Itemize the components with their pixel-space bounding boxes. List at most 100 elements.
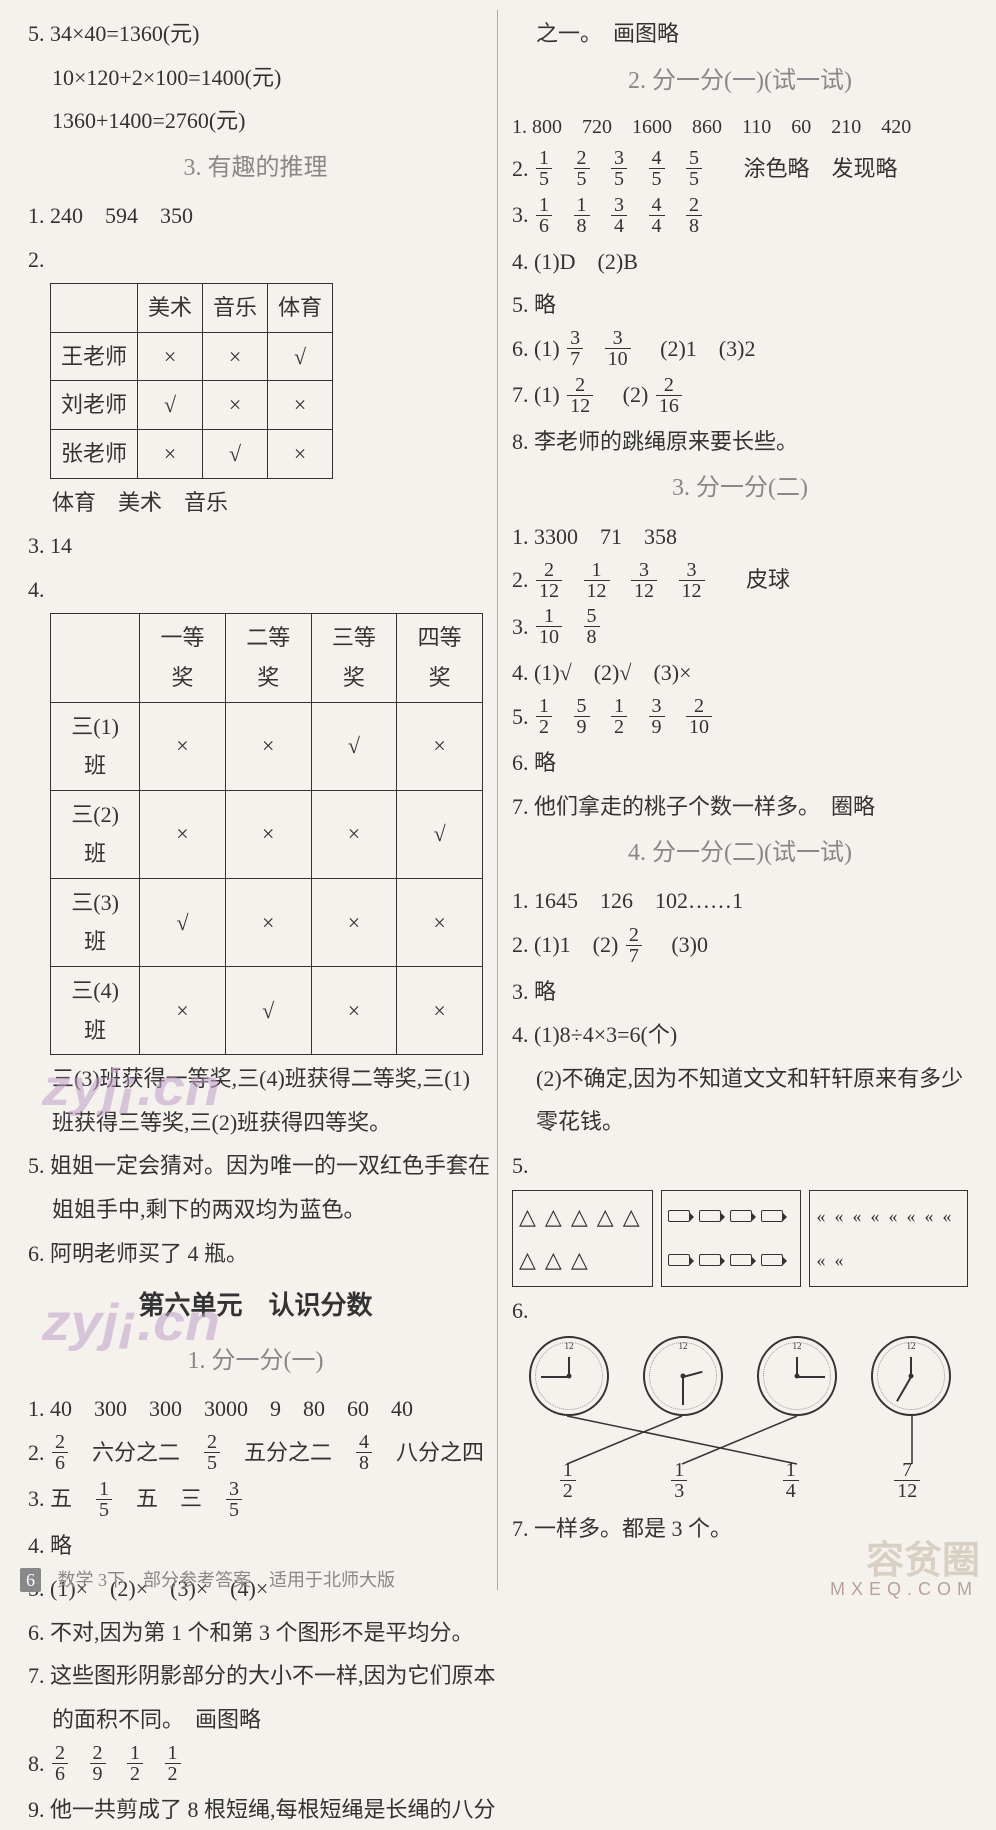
text: 5. 34×40=1360(元) — [28, 14, 483, 54]
text: 5. 12 59 12 39 210 — [512, 697, 968, 739]
text: 之一。 画图略 — [512, 14, 968, 54]
text: 4. (1)√ (2)√ (3)× — [512, 653, 968, 693]
fraction: 12 — [536, 696, 552, 737]
fraction: 12 — [611, 696, 627, 737]
fraction: 28 — [686, 195, 702, 236]
text: 2. (1)1 (2) 27 (3)0 — [512, 925, 968, 967]
clock-icon: 12 — [871, 1336, 951, 1416]
table-row: 一等奖二等奖三等奖四等奖 — [51, 614, 483, 702]
text: 2. — [28, 240, 483, 280]
fraction: 25 — [204, 1432, 220, 1473]
subtitle: 4. 分一分(二)(试一试) — [512, 832, 968, 875]
left-column: 5. 34×40=1360(元) 10×120+2×100=1400(元) 13… — [20, 10, 498, 1590]
fraction: 27 — [626, 925, 642, 966]
clocks-section: 12 12 12 12 12 13 14 712 — [512, 1336, 968, 1503]
text: 4. 略 — [28, 1526, 483, 1566]
fraction: 310 — [605, 328, 631, 369]
table-2: 一等奖二等奖三等奖四等奖 三(1)班××√× 三(2)班×××√ 三(3)班√×… — [50, 613, 483, 1055]
fraction: 25 — [574, 148, 590, 189]
text: (2)不确定,因为不知道文文和轩轩原来有多少 — [512, 1059, 968, 1099]
fraction: 216 — [656, 375, 682, 416]
url-watermark: MXEQ.COM — [830, 1579, 978, 1600]
subtitle: 3. 分一分(二) — [512, 467, 968, 510]
fraction: 110 — [536, 606, 562, 647]
text: 8. 26 29 12 12 — [28, 1744, 483, 1786]
text: 5. 略 — [512, 285, 968, 325]
fraction: 12 — [560, 1460, 576, 1501]
text: 3. 110 58 — [512, 607, 968, 649]
table-row: 三(2)班×××√ — [51, 790, 483, 878]
chev-box: ««««« ««««« — [809, 1190, 968, 1287]
fraction: 12 — [127, 1743, 143, 1784]
text: 1. 1645 126 102……1 — [512, 881, 968, 921]
fraction: 45 — [649, 148, 665, 189]
text: 的面积不同。 画图略 — [28, 1700, 483, 1740]
brand-watermark: 容贫圈 — [866, 1529, 980, 1584]
table-row: 张老师×√× — [51, 429, 333, 478]
fraction: 16 — [536, 195, 552, 236]
text: 零花钱。 — [512, 1102, 968, 1142]
fraction: 14 — [783, 1460, 799, 1501]
text: 6. (1) 37 310 (2)1 (3)2 — [512, 329, 968, 371]
text: 1. 800 720 1600 860 110 60 210 420 — [512, 109, 968, 145]
text: 7. (1) 212 (2) 216 — [512, 375, 968, 417]
subtitle: 3. 有趣的推理 — [28, 147, 483, 190]
fraction: 35 — [226, 1479, 242, 1520]
fraction: 212 — [567, 375, 593, 416]
shapes-diagram: △△△△ △△△△ ««««« ««««« — [512, 1190, 968, 1287]
triangle-box: △△△△ △△△△ — [512, 1190, 653, 1287]
text: 3. 14 — [28, 526, 483, 566]
fraction: 13 — [671, 1460, 687, 1501]
table-row: 三(3)班√××× — [51, 878, 483, 966]
table-row: 美术音乐体育 — [51, 284, 333, 333]
clock-icon: 12 — [757, 1336, 837, 1416]
fraction: 18 — [574, 195, 590, 236]
text: 2. 212 112 312 312 皮球 — [512, 560, 968, 602]
fraction: 112 — [584, 560, 610, 601]
text: 5. — [512, 1146, 968, 1186]
fraction: 59 — [574, 696, 590, 737]
subtitle: 2. 分一分(一)(试一试) — [512, 60, 968, 103]
fraction: 26 — [52, 1432, 68, 1473]
fraction: 55 — [686, 148, 702, 189]
fraction: 26 — [52, 1743, 68, 1784]
footer: 6 数学 3下 部分参考答案 适用于北师大版 — [20, 1566, 395, 1592]
fraction: 39 — [649, 696, 665, 737]
clock-icon: 12 — [529, 1336, 609, 1416]
text: 3. 略 — [512, 972, 968, 1012]
fraction: 212 — [536, 560, 562, 601]
text: 9. 他一共剪成了 8 根短绳,每根短绳是长绳的八分 — [28, 1790, 483, 1830]
watermark: zyj¡.cn — [42, 1058, 220, 1118]
text: 4. (1)D (2)B — [512, 242, 968, 282]
table-1: 美术音乐体育 王老师××√ 刘老师√×× 张老师×√× — [50, 283, 333, 478]
clock-icon: 12 — [643, 1336, 723, 1416]
text: 1. 3300 71 358 — [512, 517, 968, 557]
fraction: 58 — [584, 606, 600, 647]
text: 6. — [512, 1291, 968, 1331]
text: 1. 40 300 300 3000 9 80 60 40 — [28, 1389, 483, 1429]
text: 3. 五 15 五 三 35 — [28, 1479, 483, 1521]
table-row: 王老师××√ — [51, 332, 333, 381]
watermark: zyj¡.cn — [42, 1293, 220, 1353]
fraction: 312 — [631, 560, 657, 601]
fraction: 35 — [611, 148, 627, 189]
text: 2. 26 六分之二 25 五分之二 48 八分之四 — [28, 1433, 483, 1475]
fraction: 48 — [356, 1432, 372, 1473]
text: 4. (1)8÷4×3=6(个) — [512, 1015, 968, 1055]
text: 6. 略 — [512, 743, 968, 783]
text: 2. 15 25 35 45 55 涂色略 发现略 — [512, 149, 968, 191]
text: 7. 这些图形阴影部分的大小不一样,因为它们原本 — [28, 1656, 483, 1696]
text: 1360+1400=2760(元) — [28, 101, 483, 141]
footer-text: 数学 3下 部分参考答案 适用于北师大版 — [58, 1570, 396, 1590]
fraction: 37 — [567, 328, 583, 369]
text: 6. 不对,因为第 1 个和第 3 个图形不是平均分。 — [28, 1613, 483, 1653]
text: 3. 16 18 34 44 28 — [512, 195, 968, 237]
text: 7. 他们拿走的桃子个数一样多。 圈略 — [512, 787, 968, 827]
table-row: 三(4)班×√×× — [51, 967, 483, 1055]
fraction: 15 — [536, 148, 552, 189]
text: 4. — [28, 570, 483, 610]
text: 体育 美术 音乐 — [28, 483, 483, 523]
fraction: 44 — [649, 195, 665, 236]
text: 8. 李老师的跳绳原来要长些。 — [512, 422, 968, 462]
text: 6. 阿明老师买了 4 瓶。 — [28, 1234, 483, 1274]
